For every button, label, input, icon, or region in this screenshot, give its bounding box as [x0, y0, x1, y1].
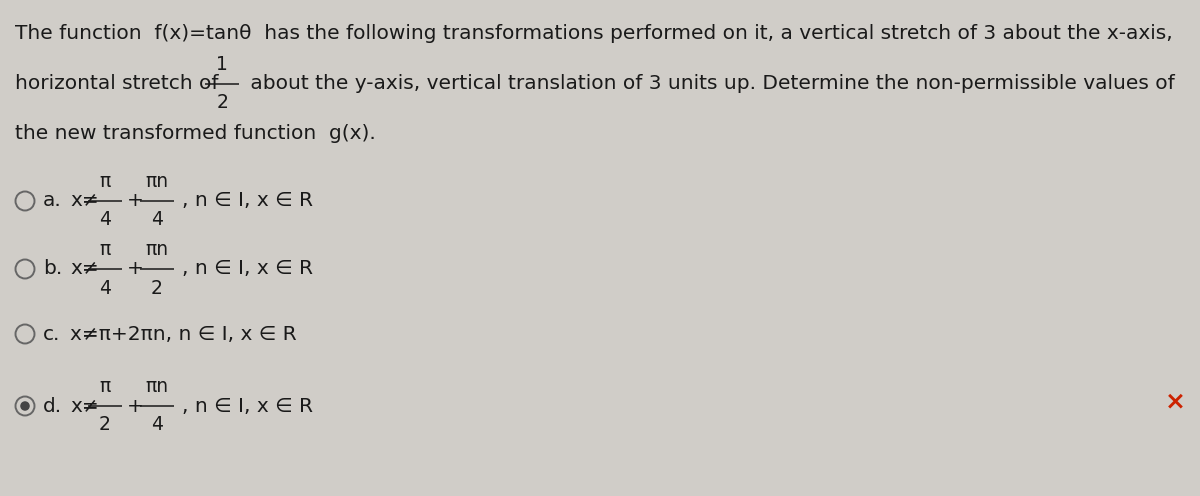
Text: about the y-axis, vertical translation of 3 units up. Determine the non-permissi: about the y-axis, vertical translation o…	[245, 74, 1175, 94]
Text: , n ∈ I, x ∈ R: , n ∈ I, x ∈ R	[182, 396, 313, 416]
Text: πn: πn	[145, 173, 168, 191]
Text: d.: d.	[43, 396, 62, 416]
Text: πn: πn	[145, 377, 168, 396]
Text: 1: 1	[216, 56, 228, 74]
Text: a.: a.	[43, 191, 61, 210]
Text: , n ∈ I, x ∈ R: , n ∈ I, x ∈ R	[182, 259, 313, 278]
Text: x≠π+2πn, n ∈ I, x ∈ R: x≠π+2πn, n ∈ I, x ∈ R	[70, 324, 296, 344]
Text: x≠: x≠	[70, 396, 98, 416]
Text: 4: 4	[98, 210, 112, 230]
Text: ×: ×	[1164, 389, 1186, 413]
Text: horizontal stretch of: horizontal stretch of	[14, 74, 224, 94]
Text: b.: b.	[43, 259, 62, 278]
Text: , n ∈ I, x ∈ R: , n ∈ I, x ∈ R	[182, 191, 313, 210]
Text: x≠: x≠	[70, 191, 98, 210]
Text: 4: 4	[151, 210, 163, 230]
Text: x≠: x≠	[70, 259, 98, 278]
Text: c.: c.	[43, 324, 60, 344]
Circle shape	[20, 401, 30, 411]
Text: 4: 4	[98, 278, 112, 298]
Text: 4: 4	[151, 416, 163, 434]
Text: π: π	[100, 173, 110, 191]
Text: π: π	[100, 241, 110, 259]
Text: +: +	[127, 191, 144, 210]
Text: the new transformed function  g(x).: the new transformed function g(x).	[14, 124, 376, 143]
Text: 2: 2	[151, 278, 163, 298]
Text: 2: 2	[100, 416, 110, 434]
Text: πn: πn	[145, 241, 168, 259]
Text: +: +	[127, 396, 144, 416]
Text: +: +	[127, 259, 144, 278]
Text: The function  f(x)=tanθ  has the following transformations performed on it, a ve: The function f(x)=tanθ has the following…	[14, 24, 1172, 44]
Text: π: π	[100, 377, 110, 396]
Text: 2: 2	[216, 94, 228, 113]
